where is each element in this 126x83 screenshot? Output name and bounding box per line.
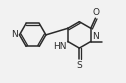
Text: S: S — [76, 61, 82, 70]
Text: HN: HN — [54, 42, 67, 51]
Text: O: O — [92, 8, 99, 17]
Text: N: N — [11, 30, 18, 39]
Text: N: N — [92, 32, 99, 41]
